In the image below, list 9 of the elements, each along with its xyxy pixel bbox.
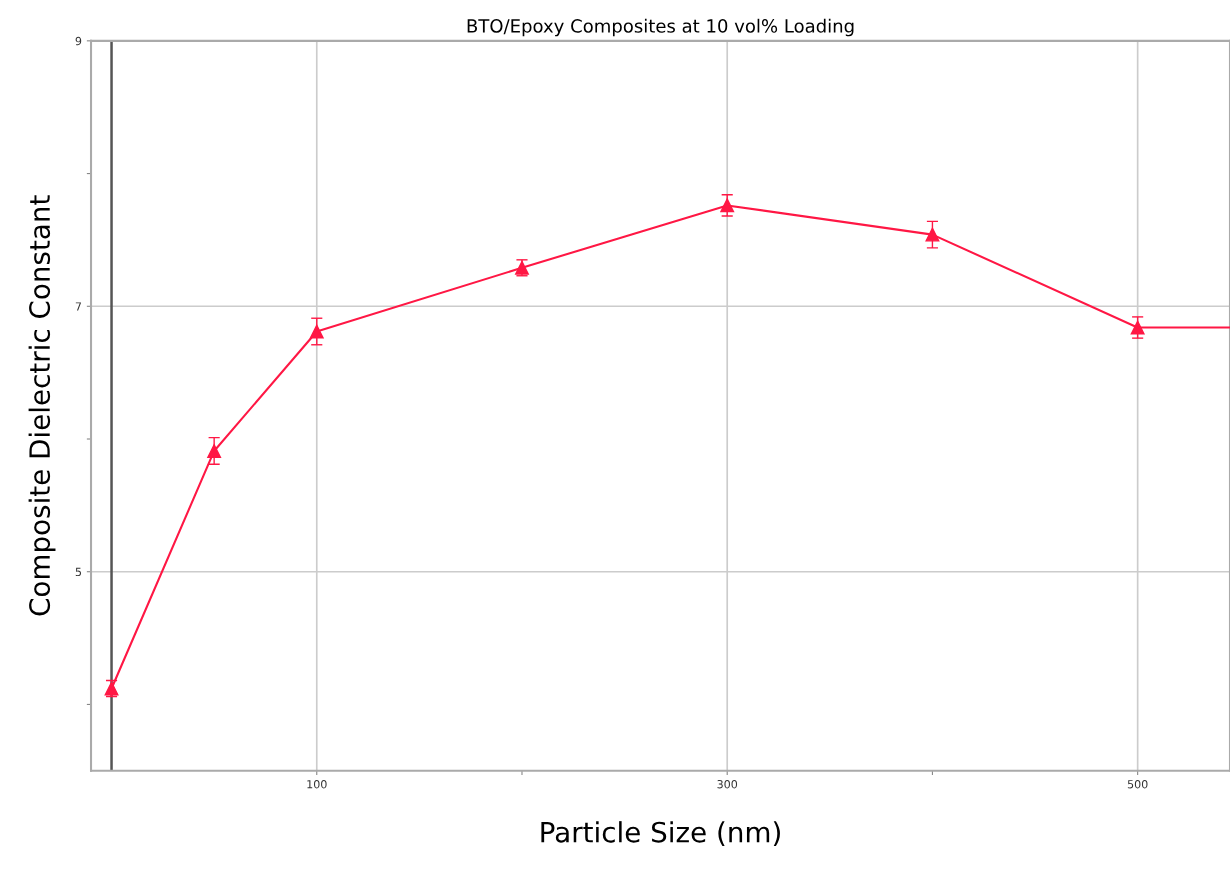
- x-tick-label: 500: [1127, 780, 1148, 789]
- x-tick-label: 300: [717, 780, 738, 789]
- y-tick-label: 7: [75, 302, 82, 311]
- y-tick-label: 5: [75, 567, 82, 577]
- x-axis-title: Particle Size (nm): [541, 821, 780, 846]
- x-tick-label: 100: [307, 780, 327, 789]
- y-axis-title: Composite Dielectric Constant: [28, 195, 56, 616]
- y-tick-label: 9: [75, 36, 82, 46]
- chart-title: BTO/Epoxy Composites at 10 vol% Loading: [467, 18, 854, 37]
